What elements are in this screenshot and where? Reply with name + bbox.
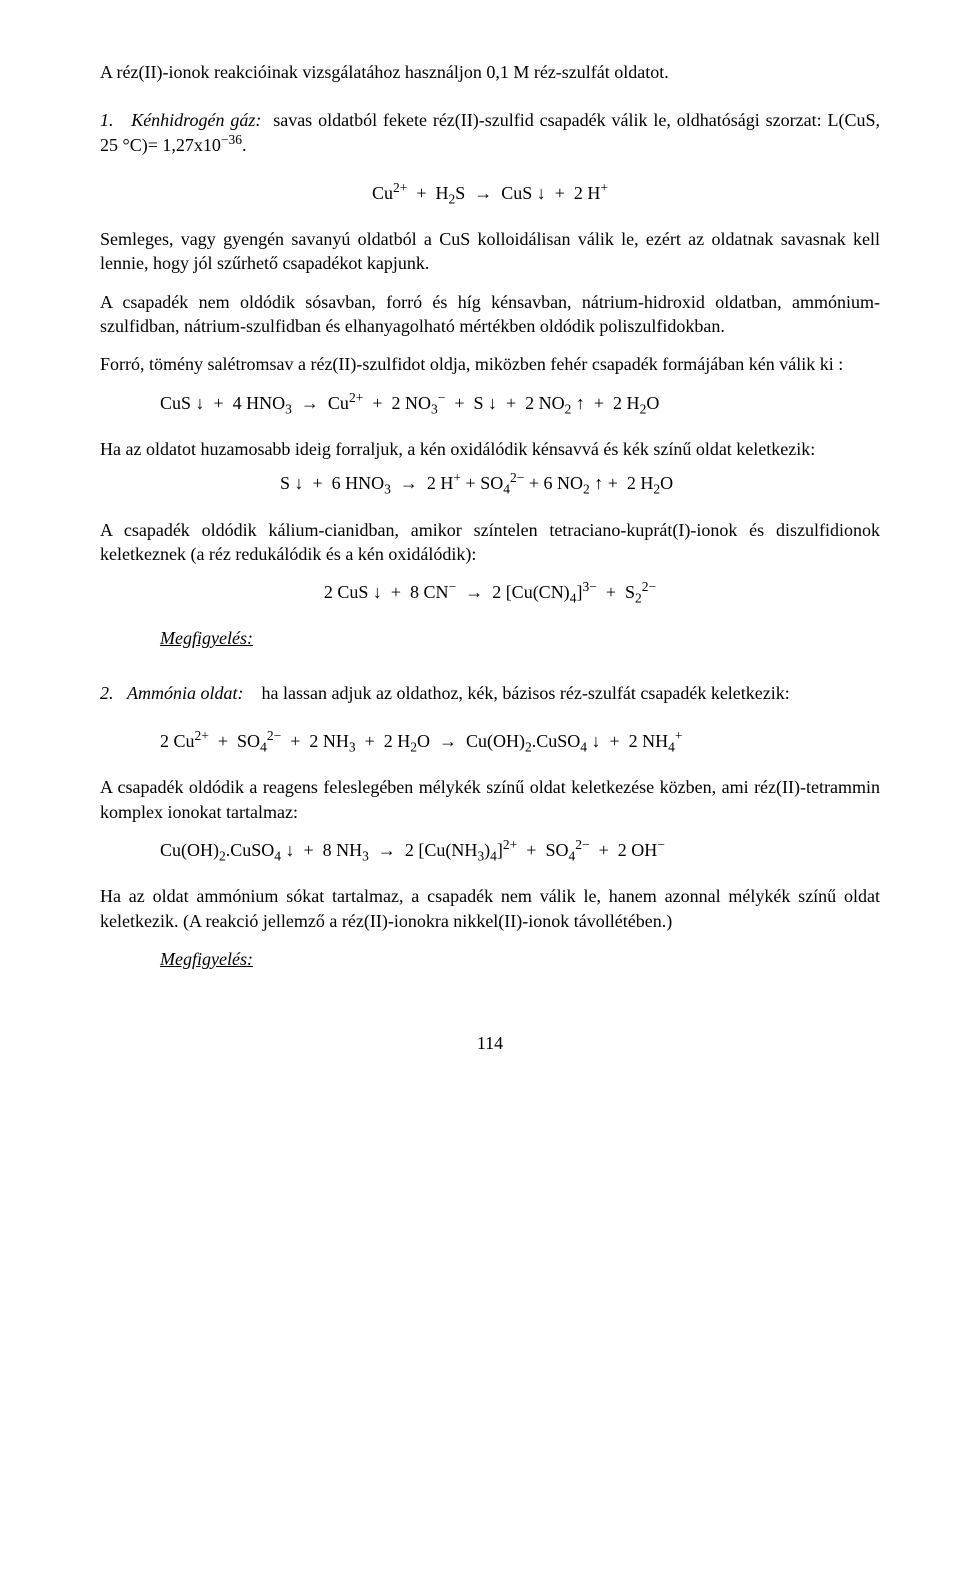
- section-1-p5: A csapadék oldódik kálium-cianidban, ami…: [100, 518, 880, 567]
- section-2-number: 2.: [100, 683, 114, 703]
- section-1-exp: −36: [221, 132, 242, 147]
- observation-1: Megfigyelés:: [100, 626, 880, 650]
- equation-3: S ↓ + 6 HNO3 → 2 H+ + SO42− + 6 NO2 ↑ + …: [100, 471, 880, 495]
- section-1-number: 1.: [100, 110, 114, 130]
- section-1-p4: Ha az oldatot huzamosabb ideig forraljuk…: [100, 437, 880, 461]
- section-1-p2: A csapadék nem oldódik sósavban, forró é…: [100, 290, 880, 339]
- observation-2: Megfigyelés:: [100, 947, 880, 971]
- section-1-label: Kénhidrogén gáz:: [131, 110, 261, 130]
- section-2-leadtext: ha lassan adjuk az oldathoz, kék, báziso…: [262, 683, 790, 703]
- section-1-p1: Semleges, vagy gyengén savanyú oldatból …: [100, 227, 880, 276]
- equation-2: CuS ↓ + 4 HNO3 → Cu2+ + 2 NO3− + S ↓ + 2…: [100, 391, 880, 415]
- equation-1: Cu2+ + H2S → CuS ↓ + 2 H+: [100, 181, 880, 205]
- section-2-p2: Ha az oldat ammónium sókat tartalmaz, a …: [100, 884, 880, 933]
- equation-6: Cu(OH)2.CuSO4 ↓ + 8 NH3 → 2 [Cu(NH3)4]2+…: [100, 838, 880, 862]
- section-2-lead: 2. Ammónia oldat: ha lassan adjuk az old…: [100, 681, 880, 705]
- section-1-lead: 1. Kénhidrogén gáz: savas oldatból feket…: [100, 108, 880, 157]
- section-1-p3: Forró, tömény salétromsav a réz(II)-szul…: [100, 352, 880, 376]
- intro-text: A réz(II)-ionok reakcióinak vizsgálatáho…: [100, 60, 880, 84]
- equation-5: 2 Cu2+ + SO42− + 2 NH3 + 2 H2O → Cu(OH)2…: [100, 729, 880, 753]
- page-number: 114: [100, 1031, 880, 1055]
- section-2-label: Ammónia oldat:: [127, 683, 244, 703]
- equation-4: 2 CuS ↓ + 8 CN− → 2 [Cu(CN)4]3− + S22−: [100, 580, 880, 604]
- section-2-p1: A csapadék oldódik a reagens feleslegébe…: [100, 775, 880, 824]
